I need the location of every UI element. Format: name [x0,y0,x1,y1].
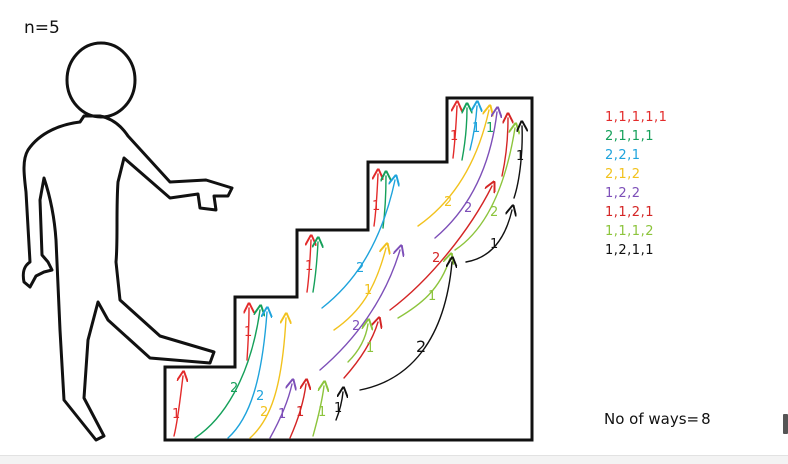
step-label: 1 [305,259,313,274]
arrow-step-labels: 1 2 2 2 1 1 1 1 1 1 1 1 2 1 2 1 2 1 2 2 … [172,121,524,422]
step-label: 1 [318,405,326,420]
step-label: 2 [256,389,264,404]
purple-path-step-2 [319,250,400,371]
step-label: 1 [428,289,436,304]
black-path-step-3 [465,210,512,263]
step-label: 1 [516,149,524,164]
ways-list: 1,1,1,1,1 2,1,1,1 2,2,1 2,1,2 1,2,2 1,1,2,1 1,… [605,108,667,260]
crimson-path-step-4 [501,118,508,177]
step-label: 2 [352,319,360,334]
step-arrows [173,106,522,439]
purple-path-step-1 [269,384,292,439]
step-label: 2 [356,261,364,276]
way-item: 2,1,2 [605,167,641,182]
way-item: 2,1,1,1 [605,129,654,144]
step-label: 2 [464,201,472,216]
black-path-step-2 [359,262,452,391]
step-label: 2 [230,381,238,396]
red-path-step-3 [307,240,311,293]
yellow-path-step-1 [249,318,286,439]
person-head [65,41,137,119]
step-label: 1 [244,325,252,340]
ways-count: No of ways= 8 [604,410,711,428]
step-label: 1 [450,129,458,144]
blue-path-step-3 [469,106,477,151]
green-path-step-3 [383,176,386,229]
step-label: 1 [372,199,380,214]
step-label: 1 [364,283,372,298]
step-label: 1 [334,401,342,416]
step-label: 1 [278,407,286,422]
crimson-path-step-1 [289,384,306,439]
purple-path-step-3 [434,112,497,239]
blue-path-step-1 [227,312,267,439]
bottom-strip [0,455,788,464]
ways-count-value: 8 [701,410,711,428]
lightgreen-path-step-1 [312,386,324,437]
step-label: 1 [172,407,180,422]
lightgreen-path-step-4 [454,128,515,251]
black-path-step-4 [513,126,522,199]
step-label: 2 [416,337,426,356]
red-path-step-2 [247,308,249,361]
step-label: 1 [490,237,498,252]
step-label: 2 [490,205,498,220]
lightgreen-path-step-3 [397,258,450,319]
way-item: 1,1,2,1 [605,205,654,220]
staircase-outline [163,96,534,442]
way-item: 2,2,1 [605,148,641,163]
lightgreen-path-step-2 [347,324,368,363]
ways-count-label: No of ways= [604,410,700,428]
way-item: 1,1,1,1,1 [605,110,668,125]
red-path-step-4 [374,174,378,227]
green-path-step-2 [313,242,318,293]
green-path-step-1 [194,310,260,439]
crimson-path-step-2 [343,322,378,379]
person-body-outline [21,114,234,442]
step-label: 2 [444,195,452,210]
step-label: 2 [432,251,440,266]
crimson-path-step-3 [389,186,492,311]
person-figure [21,41,234,442]
red-path-step-1 [173,376,183,437]
step-label: 2 [260,405,268,420]
yellow-path-step-3 [417,110,489,227]
blue-path-step-2 [321,180,395,309]
green-path-step-4 [461,108,467,161]
way-item: 1,1,1,2 [605,224,654,239]
step-label: 1 [472,121,480,136]
n-label: n=5 [24,18,60,38]
step-label: 1 [296,405,304,420]
edge-tab [783,414,788,434]
step-label: 1 [366,341,374,356]
black-path-step-1 [335,392,343,421]
yellow-path-step-2 [333,248,386,331]
way-item: 1,2,2 [605,186,641,201]
step-label: 1 [486,121,494,136]
red-path-step-5 [453,106,457,159]
way-item: 1,2,1,1 [605,243,654,258]
